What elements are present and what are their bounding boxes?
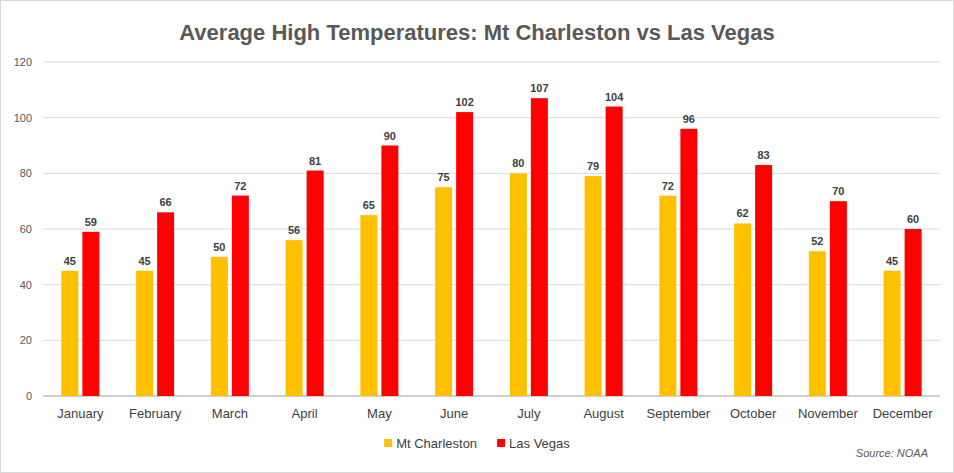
- data-label: 56: [288, 224, 300, 236]
- bar: [61, 271, 78, 396]
- x-tick-label: October: [730, 406, 777, 421]
- bar: [734, 223, 751, 396]
- bar: [232, 196, 249, 396]
- bar: [157, 212, 174, 396]
- bar: [531, 98, 548, 396]
- legend: Mt Charleston Las Vegas: [384, 436, 570, 451]
- grid-line: [43, 340, 940, 341]
- x-tick-label: June: [440, 406, 468, 421]
- bar: [659, 196, 676, 396]
- bar: [755, 165, 772, 396]
- bar: [211, 257, 228, 396]
- bar: [809, 251, 826, 396]
- x-tick-label: May: [367, 406, 392, 421]
- x-tick-label: December: [873, 406, 934, 421]
- bar: [456, 112, 473, 396]
- bar: [307, 171, 324, 396]
- chart-root: Average High Temperatures: Mt Charleston…: [0, 0, 954, 473]
- grid-line: [43, 284, 940, 285]
- bar: [286, 240, 303, 396]
- bar: [381, 146, 398, 397]
- data-label: 83: [758, 149, 770, 161]
- data-label: 90: [384, 130, 396, 142]
- y-tick-label: 0: [26, 390, 32, 402]
- data-labels: 45 45 50 56 65 75 80 79 72 62 52 45 59 66 72 81 90 102 107…: [64, 82, 920, 267]
- x-tick-label: April: [292, 406, 318, 421]
- x-tick-label: July: [517, 406, 541, 421]
- legend-label: Las Vegas: [509, 436, 570, 451]
- x-tick-label: March: [212, 406, 248, 421]
- data-label: 81: [309, 155, 321, 167]
- x-tick-label: September: [647, 406, 711, 421]
- y-tick-label: 40: [20, 279, 32, 291]
- data-label: 45: [64, 255, 76, 267]
- data-label: 45: [139, 255, 151, 267]
- x-tick-label: August: [583, 406, 624, 421]
- data-label: 50: [213, 241, 225, 253]
- y-tick-label: 120: [14, 56, 32, 68]
- bar: [435, 187, 452, 396]
- data-label: 72: [662, 180, 674, 192]
- bars: [61, 98, 921, 396]
- data-label: 102: [455, 96, 473, 108]
- data-label: 96: [683, 113, 695, 125]
- data-label: 59: [85, 216, 97, 228]
- data-label: 104: [605, 91, 624, 103]
- grid-line: [43, 229, 940, 230]
- x-tick-label: January: [57, 406, 104, 421]
- data-label: 45: [886, 255, 898, 267]
- legend-swatch: [384, 439, 392, 447]
- y-tick-label: 20: [20, 334, 32, 346]
- bar: [360, 215, 377, 396]
- grid-line: [43, 173, 940, 174]
- x-tick-label: February: [129, 406, 182, 421]
- grid-line: [43, 117, 940, 118]
- y-tick-label: 80: [20, 167, 32, 179]
- data-label: 80: [512, 157, 524, 169]
- bar: [606, 107, 623, 396]
- bar: [884, 271, 901, 396]
- grid-line: [43, 396, 940, 397]
- x-tick-label: November: [798, 406, 859, 421]
- data-label: 60: [907, 213, 919, 225]
- bar: [830, 201, 847, 396]
- source-note: Source: NOAA: [856, 447, 928, 459]
- bar: [510, 173, 527, 396]
- legend-swatch: [497, 439, 505, 447]
- grid: [43, 62, 940, 396]
- grid-line: [43, 62, 940, 63]
- data-label: 107: [530, 82, 548, 94]
- y-tick-label: 60: [20, 223, 32, 235]
- bar: [136, 271, 153, 396]
- legend-label: Mt Charleston: [396, 436, 477, 451]
- data-label: 72: [234, 180, 246, 192]
- bar: [905, 229, 922, 396]
- y-tick-label: 100: [14, 112, 32, 124]
- bar: [82, 232, 99, 396]
- bar: [585, 176, 602, 396]
- data-label: 62: [737, 207, 749, 219]
- title: Average High Temperatures: Mt Charleston…: [179, 20, 774, 45]
- data-label: 79: [587, 160, 599, 172]
- data-label: 75: [438, 171, 450, 183]
- data-label: 66: [160, 196, 172, 208]
- data-label: 52: [811, 235, 823, 247]
- x-axis-line: [43, 396, 940, 397]
- data-label: 65: [363, 199, 375, 211]
- chart-svg: Average High Temperatures: Mt Charleston…: [0, 0, 954, 473]
- chart-border: [1, 1, 954, 473]
- bar: [680, 129, 697, 396]
- data-label: 70: [832, 185, 844, 197]
